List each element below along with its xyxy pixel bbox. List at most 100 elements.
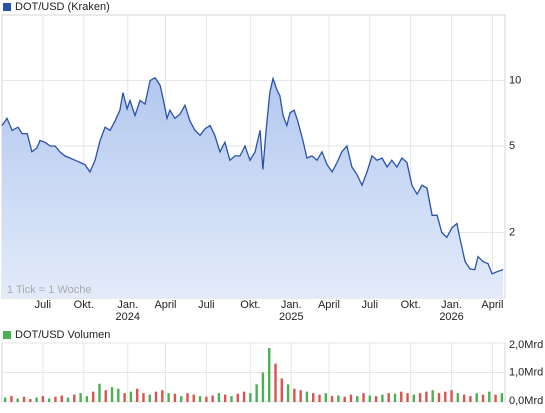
- price-line: [1, 76, 504, 275]
- x-tick-year: 2025: [279, 311, 303, 323]
- volume-bar: [79, 393, 82, 402]
- volume-bar: [293, 388, 296, 402]
- volume-bar: [230, 396, 233, 402]
- x-tick-year: 2024: [116, 311, 140, 323]
- volume-bar: [217, 393, 221, 402]
- volume-bar: [3, 397, 7, 402]
- volume-bar: [110, 387, 114, 402]
- volume-bar: [54, 396, 57, 402]
- volume-bar: [167, 393, 170, 402]
- legend-swatch: [3, 331, 11, 339]
- volume-panel: 0,0Mrd 1,0Mrd 2,0Mrd DOT/USD Volumen: [1, 329, 543, 407]
- volume-bar: [268, 348, 271, 402]
- volume-bar: [286, 384, 290, 402]
- volume-bar: [154, 391, 158, 402]
- volume-bar: [412, 394, 416, 402]
- volume-bar: [29, 399, 32, 402]
- volume-bar: [41, 396, 45, 402]
- volume-bar: [66, 397, 70, 402]
- legend-label: DOT/USD (Kraken): [15, 1, 110, 13]
- volume-bar: [400, 391, 403, 402]
- y-tick-label: 1,0Mrd: [509, 366, 543, 378]
- volume-bar: [192, 394, 195, 402]
- volume-bar: [85, 396, 89, 402]
- volume-bar: [299, 390, 302, 402]
- x-tick-label: April: [318, 299, 340, 311]
- volume-bar: [173, 393, 177, 402]
- x-tick-label: Juli: [362, 299, 379, 311]
- x-tick-label: Jan.: [117, 299, 138, 311]
- volume-bar: [475, 393, 478, 402]
- volume-bar: [481, 394, 485, 402]
- volume-bar: [73, 394, 76, 402]
- volume-bar: [469, 396, 472, 402]
- x-tick-label: April: [481, 299, 503, 311]
- x-tick-label: Juli: [198, 299, 215, 311]
- volume-bar: [211, 395, 214, 402]
- volume-bar: [135, 388, 139, 402]
- volume-bar: [198, 396, 202, 402]
- x-tick-year: 2026: [439, 311, 463, 323]
- volume-bar: [312, 393, 315, 402]
- volume-bar: [123, 393, 126, 402]
- x-tick-label: Juli: [35, 299, 52, 311]
- volume-bar: [249, 393, 252, 402]
- volume-bar: [343, 396, 346, 402]
- volume-bar: [186, 393, 189, 402]
- volume-bar: [381, 394, 384, 402]
- y-tick-label: 2: [509, 226, 515, 238]
- volume-bar: [161, 390, 164, 402]
- volume-bar: [393, 393, 397, 402]
- volume-bar: [387, 393, 390, 402]
- volume-bar: [406, 393, 409, 402]
- volume-bar: [205, 396, 208, 402]
- volume-bar: [224, 394, 227, 402]
- volume-bar: [129, 391, 133, 402]
- volume-bar: [305, 391, 309, 402]
- legend-label: DOT/USD Volumen: [15, 329, 110, 341]
- volume-bar: [255, 384, 258, 402]
- volume-bar: [462, 394, 466, 402]
- y-tick-label: 10: [509, 74, 521, 86]
- volume-bar: [368, 395, 372, 402]
- volume-bar: [142, 393, 145, 402]
- volume-bar: [431, 390, 434, 402]
- volume-bar: [98, 383, 101, 402]
- x-tick-label: Jan.: [441, 299, 462, 311]
- volume-bar: [179, 396, 183, 402]
- volume-bar: [349, 394, 353, 402]
- volume-bar: [488, 391, 491, 402]
- volume-bar: [444, 391, 447, 402]
- volume-bar: [10, 396, 13, 402]
- x-tick-label: Okt.: [401, 299, 421, 311]
- volume-bar: [425, 391, 428, 402]
- y-tick-label: 0,0Mrd: [509, 395, 543, 407]
- x-tick-label: Okt.: [74, 299, 94, 311]
- volume-bar: [362, 393, 365, 402]
- x-tick-label: Jan.: [281, 299, 302, 311]
- volume-bar: [318, 394, 321, 402]
- volume-bar: [104, 390, 107, 402]
- volume-bar: [148, 394, 151, 402]
- volume-bar: [374, 396, 378, 402]
- volume-bar: [494, 394, 497, 402]
- y-tick-label: 5: [509, 140, 515, 152]
- volume-bar: [500, 393, 504, 402]
- volume-bar: [324, 393, 328, 402]
- volume-bar: [91, 391, 95, 402]
- volume-bar: [280, 378, 283, 402]
- area-fill: [2, 77, 504, 298]
- volume-bar: [22, 396, 26, 402]
- volume-bar: [60, 395, 63, 402]
- volume-bar: [16, 398, 19, 402]
- volume-bar: [242, 391, 246, 402]
- volume-bar: [236, 393, 239, 402]
- volume-bar: [261, 372, 265, 402]
- volume-bar: [418, 393, 422, 402]
- volume-bar: [450, 390, 453, 402]
- x-tick-label: Okt.: [240, 299, 260, 311]
- volume-bar: [35, 397, 38, 402]
- volume-bar: [456, 393, 460, 402]
